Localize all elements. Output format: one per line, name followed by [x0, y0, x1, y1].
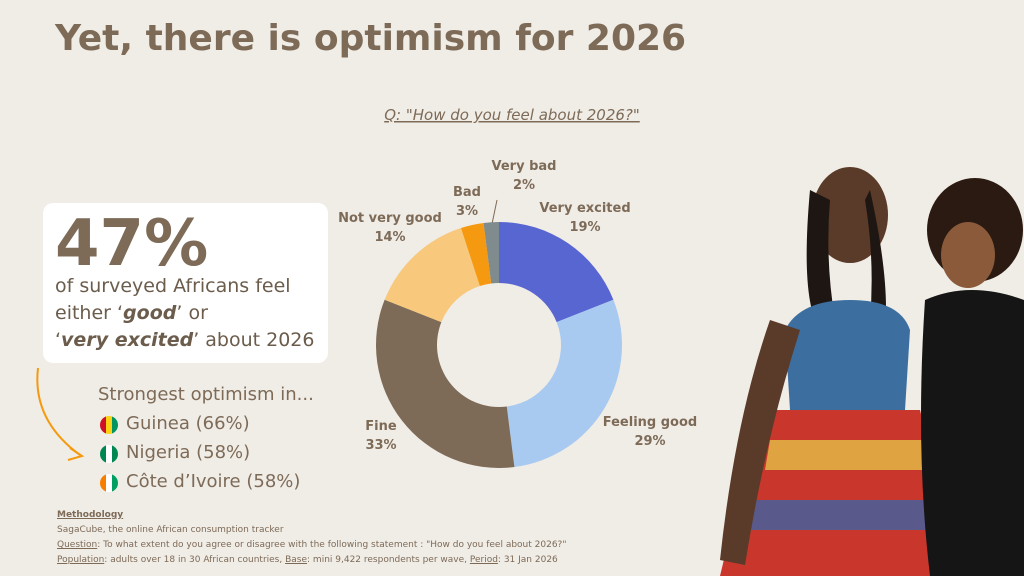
slice-label: Very excited: [539, 201, 630, 216]
value-label: 19%: [569, 220, 600, 235]
slice-label: Bad: [453, 185, 481, 200]
value-label: 2%: [513, 178, 535, 193]
text: : To what extent do you agree or disagre…: [97, 540, 567, 550]
slice: [460, 222, 492, 287]
methodology-heading: Methodology: [57, 510, 124, 520]
text: : adults over 18 in 30 African countries…: [104, 555, 286, 565]
slice-label: Very bad: [492, 159, 557, 174]
callout-line: of surveyed Africans feel: [55, 275, 291, 297]
strongest-heading: Strongest optimism in...: [98, 384, 314, 405]
chart-title: Q: "How do you feel about 2026?": [384, 106, 640, 124]
title: Yet, there is optimism for 2026: [55, 18, 687, 59]
value-label: 3%: [456, 204, 478, 219]
slice: [506, 299, 622, 468]
label: Population: [57, 555, 105, 565]
label: Base: [285, 555, 308, 565]
text: either ‘: [55, 302, 124, 324]
flag-nigeria: [100, 445, 118, 463]
text: ’ about 2026: [193, 329, 315, 351]
text: : mini 9,422 respondents per wave,: [307, 555, 470, 565]
slice-label: Not very good: [338, 211, 442, 226]
text: of surveyed Africans feel: [55, 275, 291, 297]
value-label: 29%: [634, 434, 665, 449]
flag-cote-divoire: [100, 474, 118, 492]
callout-line: ‘very excited’ about 2026: [55, 329, 314, 351]
text: : 31 Jan 2026: [497, 555, 558, 565]
photo: [720, 167, 1024, 576]
source: SagaCube, the online African consumption…: [57, 525, 284, 535]
emphasis: good: [123, 302, 177, 324]
arrow-head: [67, 447, 85, 461]
text: ‘: [55, 329, 62, 351]
callout: 47% of surveyed Africans feel either ‘go…: [43, 203, 328, 363]
callout-line: either ‘good’ or: [55, 302, 208, 324]
methodology: Methodology SagaCube, the online African…: [57, 508, 566, 568]
slice-label: Fine: [365, 419, 397, 434]
label: Period: [469, 555, 498, 565]
population-line: Population: adults over 18 in 30 African…: [57, 553, 566, 568]
big-number: 47%: [55, 207, 209, 281]
slice: [375, 299, 515, 468]
value-label: 33%: [365, 438, 396, 453]
slice: [483, 222, 499, 284]
arrow: [36, 367, 81, 456]
text: ’ or: [176, 302, 208, 324]
country: Côte d’Ivoire (58%): [126, 471, 301, 492]
value-label: 14%: [374, 230, 405, 245]
slice-label: Feeling good: [603, 415, 697, 430]
country: Guinea (66%): [126, 413, 250, 434]
label: Question: [57, 540, 98, 550]
question-line: Question: To what extent do you agree or…: [57, 538, 566, 553]
emphasis: very excited: [61, 329, 194, 351]
slice: [384, 228, 480, 323]
country: Nigeria (58%): [126, 442, 251, 463]
slice: [499, 222, 614, 323]
flag-guinea: [100, 416, 118, 434]
leader-line: [491, 199, 498, 225]
